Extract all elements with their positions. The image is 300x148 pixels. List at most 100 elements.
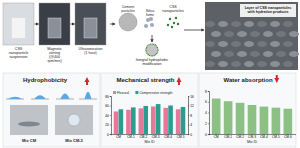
chart-title: Water absorption [223, 77, 272, 83]
sem-label: Layer of CSS nanoparticleswith hydration… [245, 6, 292, 14]
tick-label: 4 [205, 111, 207, 115]
tick-label: 8 [205, 90, 207, 94]
tick: 40 [105, 114, 111, 118]
sample-photo [55, 105, 93, 135]
tick-label: CM-3 [248, 135, 256, 139]
tick-mark [208, 91, 209, 92]
hydrophobicity: HydrophobicityMix CMMix CM-3 [6, 77, 97, 143]
panel [101, 73, 198, 147]
sample-label: Mix CM-3 [65, 138, 83, 143]
tick: 2 [205, 122, 209, 126]
texture [257, 21, 267, 27]
tick: 20 [105, 123, 111, 127]
texture [257, 61, 267, 67]
texture [283, 21, 293, 27]
tick: CM-4 [164, 134, 172, 139]
legend-entry: Compressive strength [139, 91, 172, 95]
bar [156, 104, 161, 134]
bar [212, 99, 221, 134]
tick-label: 40 [105, 114, 109, 118]
bar [272, 108, 281, 134]
texture [250, 51, 260, 57]
tick-label: 8 [190, 114, 192, 118]
bar [181, 107, 186, 134]
tick: 60 [105, 104, 111, 108]
bars [114, 104, 186, 134]
tick: 4 [188, 123, 192, 127]
tick-label: 4 [190, 123, 192, 127]
cement-particle [119, 13, 137, 31]
bar [168, 106, 173, 135]
tick-label: CM [214, 135, 219, 139]
photo [75, 3, 106, 45]
tick-label: 60 [105, 104, 109, 108]
tick-mark [110, 125, 111, 126]
bar [260, 107, 269, 134]
panel [199, 73, 296, 147]
material-label: CSSnanoparticles [162, 5, 184, 13]
tick-mark [208, 113, 209, 114]
tick-mark [208, 134, 209, 135]
texture [263, 51, 273, 57]
texture [218, 21, 228, 27]
tick-mark [208, 123, 209, 124]
tick-mark [110, 96, 111, 97]
texture [270, 41, 280, 47]
texture [270, 61, 280, 67]
materials: CementparticlesSilicafumeCSSnanoparticle… [110, 5, 204, 66]
tick: CM-3 [152, 134, 160, 139]
tick-mark [188, 96, 189, 97]
tick: 0 [205, 133, 209, 137]
vessel [12, 18, 25, 38]
photo [39, 3, 70, 45]
bar [224, 101, 233, 134]
texture [263, 31, 273, 37]
texture [270, 21, 280, 27]
texture [289, 51, 299, 57]
tick: 8 [188, 114, 192, 118]
droplet [85, 92, 92, 99]
step-label: Magneticstirring(@400rpm/min) [47, 47, 62, 63]
panel [3, 73, 100, 147]
modified-particle [146, 44, 158, 56]
bar [119, 109, 124, 134]
bar [284, 109, 293, 134]
tick-mark [110, 134, 111, 135]
tick-label: CM-5 [272, 135, 280, 139]
bar [163, 108, 168, 134]
tick: CM-1 [127, 134, 135, 139]
legend-swatch [135, 91, 138, 94]
tick: CM [214, 134, 219, 139]
css-nanoparticle [171, 26, 173, 28]
sem-photo [205, 2, 298, 70]
legend-entry: Flexural [117, 91, 129, 95]
photo [3, 3, 34, 45]
material-label: Cementparticles [121, 5, 135, 13]
trend-arrow [85, 77, 90, 85]
droplet [8, 97, 22, 99]
panel-title: Hydrophobicity [23, 77, 68, 83]
texture [244, 61, 254, 67]
tick-mark [110, 106, 111, 107]
texture [283, 41, 293, 47]
texture [211, 51, 221, 57]
texture [276, 51, 286, 57]
silica-fume [150, 23, 154, 27]
css-nanoparticle [177, 23, 179, 25]
axis: CMCM-1CM-2CM-3CM-4CM-5CM-6 [210, 134, 296, 139]
step-label: CSSnanoparticlesuspension [9, 47, 29, 59]
tick-label: CM-1 [127, 135, 135, 139]
texture [205, 61, 215, 67]
tick-label: CM-2 [139, 135, 147, 139]
droplet [60, 94, 69, 100]
bar [236, 103, 245, 134]
texture [224, 31, 234, 37]
tick-label: 12 [190, 104, 194, 108]
tick: CM-5 [177, 134, 185, 139]
tick: 12 [188, 104, 194, 108]
tick: CM-4 [260, 134, 268, 139]
tick: CM-2 [139, 134, 147, 139]
texture [231, 61, 241, 67]
graphical-abstract: CSSnanoparticlesuspension Magneticstirrin… [0, 0, 300, 148]
css-nanoparticle [173, 22, 175, 24]
